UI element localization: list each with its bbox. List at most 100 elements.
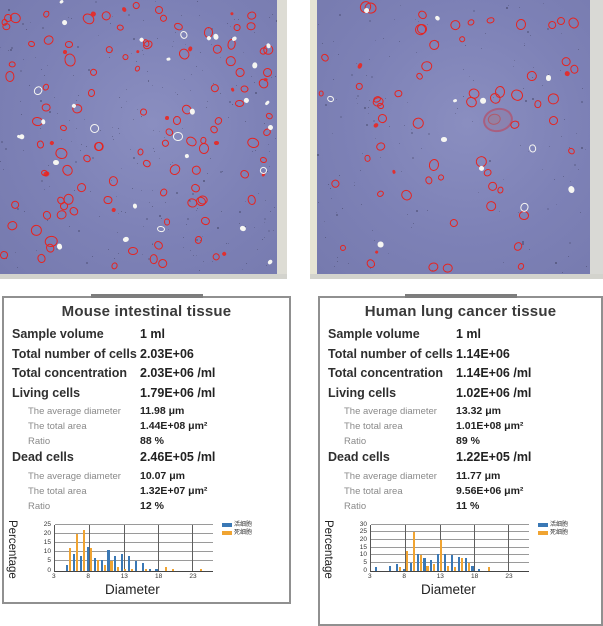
micrograph-field [0,0,277,274]
debris-speck [375,138,376,139]
debris-speck [228,243,229,244]
debris-speck [407,102,408,103]
debris-speck [582,88,583,89]
x-tick-label: 3 [368,572,372,580]
debris-speck [189,200,191,202]
debris-speck [523,88,524,89]
debris-speck [514,60,515,61]
debris-speck [159,158,160,159]
bar-dead [144,568,147,571]
bar-dead [453,567,456,571]
detected-cell-outline [235,100,244,108]
stat-value: 2.03E+06 /ml [140,366,216,380]
debris-speck [118,253,119,254]
stat-label: Ratio [344,500,367,512]
legend-swatch [222,522,232,527]
bar-living [79,555,83,571]
plot-area [54,523,213,572]
stat-label: The average diameter [344,470,437,482]
debris-speck [111,50,112,51]
debris-speck [561,33,562,34]
y-tick-label: 5 [363,558,367,566]
y-axis-label: Percentage [6,519,18,579]
stat-label: The total area [344,421,403,432]
debris-speck [118,128,119,129]
bar-dead [69,548,72,571]
debris-speck [269,151,270,152]
stat-label: Living cells [328,385,397,400]
debris-speck [75,161,77,163]
stat-label: The average diameter [28,470,121,482]
debris-speck [137,163,138,164]
debris-speck [221,211,222,212]
debris-speck [136,61,137,62]
debris-speck [416,52,417,53]
h-gridline [55,551,213,553]
debris-speck [199,15,200,16]
debris-speck [463,69,464,70]
bar-dead [447,565,450,571]
debris-speck [172,46,173,47]
bar-living [423,558,426,571]
debris-speck [187,218,189,220]
debris-speck [428,133,430,135]
debris-speck [524,45,525,46]
debris-speck [200,240,201,241]
debris-speck [457,108,458,109]
micrograph-background [317,0,590,274]
debris-speck [276,20,277,22]
debris-speck [202,70,203,71]
debris-speck [578,169,579,170]
debris-speck [437,41,439,43]
debris-speck [48,165,49,166]
debris-speck [389,56,390,57]
debris-speck [175,92,176,93]
debris-speck [401,171,402,172]
debris-speck [580,212,581,213]
debris-speck [569,147,570,148]
debris-speck [193,255,194,256]
stat-subrow: The total area 1.01E+08 μm² [328,420,595,435]
debris-speck [337,261,338,262]
debris-speck [508,5,509,6]
debris-speck [268,144,269,145]
debris-speck [333,41,334,42]
stat-subrow: The total area 1.32E+07 μm² [12,485,283,500]
unstained-cell [18,133,25,140]
debris-speck [472,121,473,122]
debris-speck [412,157,414,159]
debris-speck [268,230,270,232]
debris-speck [366,75,367,76]
h-gridline [371,531,529,533]
debris-speck [318,202,319,203]
debris-speck [47,220,48,221]
debris-speck [116,196,117,197]
h-gridline [371,554,529,556]
bar-dead [419,555,422,571]
debris-speck [530,35,531,36]
debris-speck [20,70,22,72]
debris-speck [78,230,80,232]
bar-living [478,569,481,571]
debris-speck [113,139,114,140]
v-gridline [474,524,476,571]
debris-speck [243,52,244,53]
x-axis-label: Diameter [421,581,476,597]
debris-speck [40,128,41,129]
debris-speck [342,208,343,209]
bar-living [395,564,399,571]
stat-value: 1.14E+06 /ml [456,366,532,380]
debris-speck [220,171,222,173]
debris-speck [8,50,9,51]
debris-speck [35,57,36,58]
debris-speck [333,79,334,80]
debris-speck [197,1,198,2]
debris-speck [23,150,24,151]
unstained-cell [172,131,183,141]
debris-speck [133,157,135,159]
debris-speck [339,175,340,176]
debris-speck [348,263,349,264]
debris-speck [493,97,494,98]
detected-cell-outline [154,5,164,14]
detected-cell-outline [363,154,372,162]
